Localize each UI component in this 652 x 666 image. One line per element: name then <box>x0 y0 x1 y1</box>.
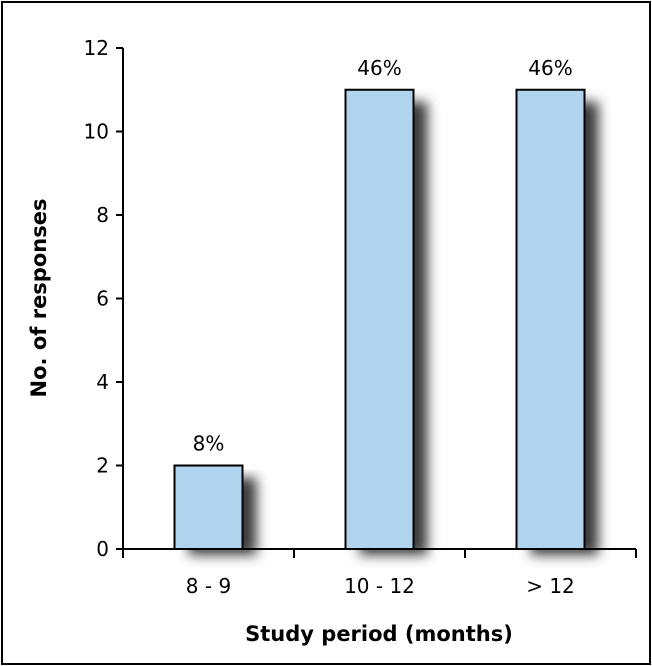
x-tick-label: 8 - 9 <box>186 574 231 598</box>
x-tick-label: > 12 <box>526 574 575 598</box>
x-ticks: 8 - 9 10 - 12 > 12 <box>122 549 637 598</box>
y-tick-label: 12 <box>84 36 109 60</box>
bar-data-label: 46% <box>528 56 572 80</box>
bar <box>344 88 415 550</box>
data-labels: 8% 46% 46% <box>193 56 573 456</box>
y-tick-label: 2 <box>96 454 109 478</box>
bars <box>173 88 586 550</box>
bar-data-label: 46% <box>357 56 401 80</box>
bar-data-label: 8% <box>193 432 225 456</box>
y-tick-label: 0 <box>96 537 109 561</box>
y-tick-label: 6 <box>96 287 109 311</box>
y-axis-title: No. of responses <box>27 199 51 398</box>
y-tick-label: 4 <box>96 370 109 394</box>
x-tick-label: 10 - 12 <box>344 574 415 598</box>
x-axis-title: Study period (months) <box>245 622 513 646</box>
y-ticks: 0 2 4 6 8 10 12 <box>84 36 123 561</box>
y-tick-label: 8 <box>96 203 109 227</box>
bar <box>515 88 586 550</box>
y-tick-label: 10 <box>84 120 109 144</box>
bar <box>173 464 244 550</box>
